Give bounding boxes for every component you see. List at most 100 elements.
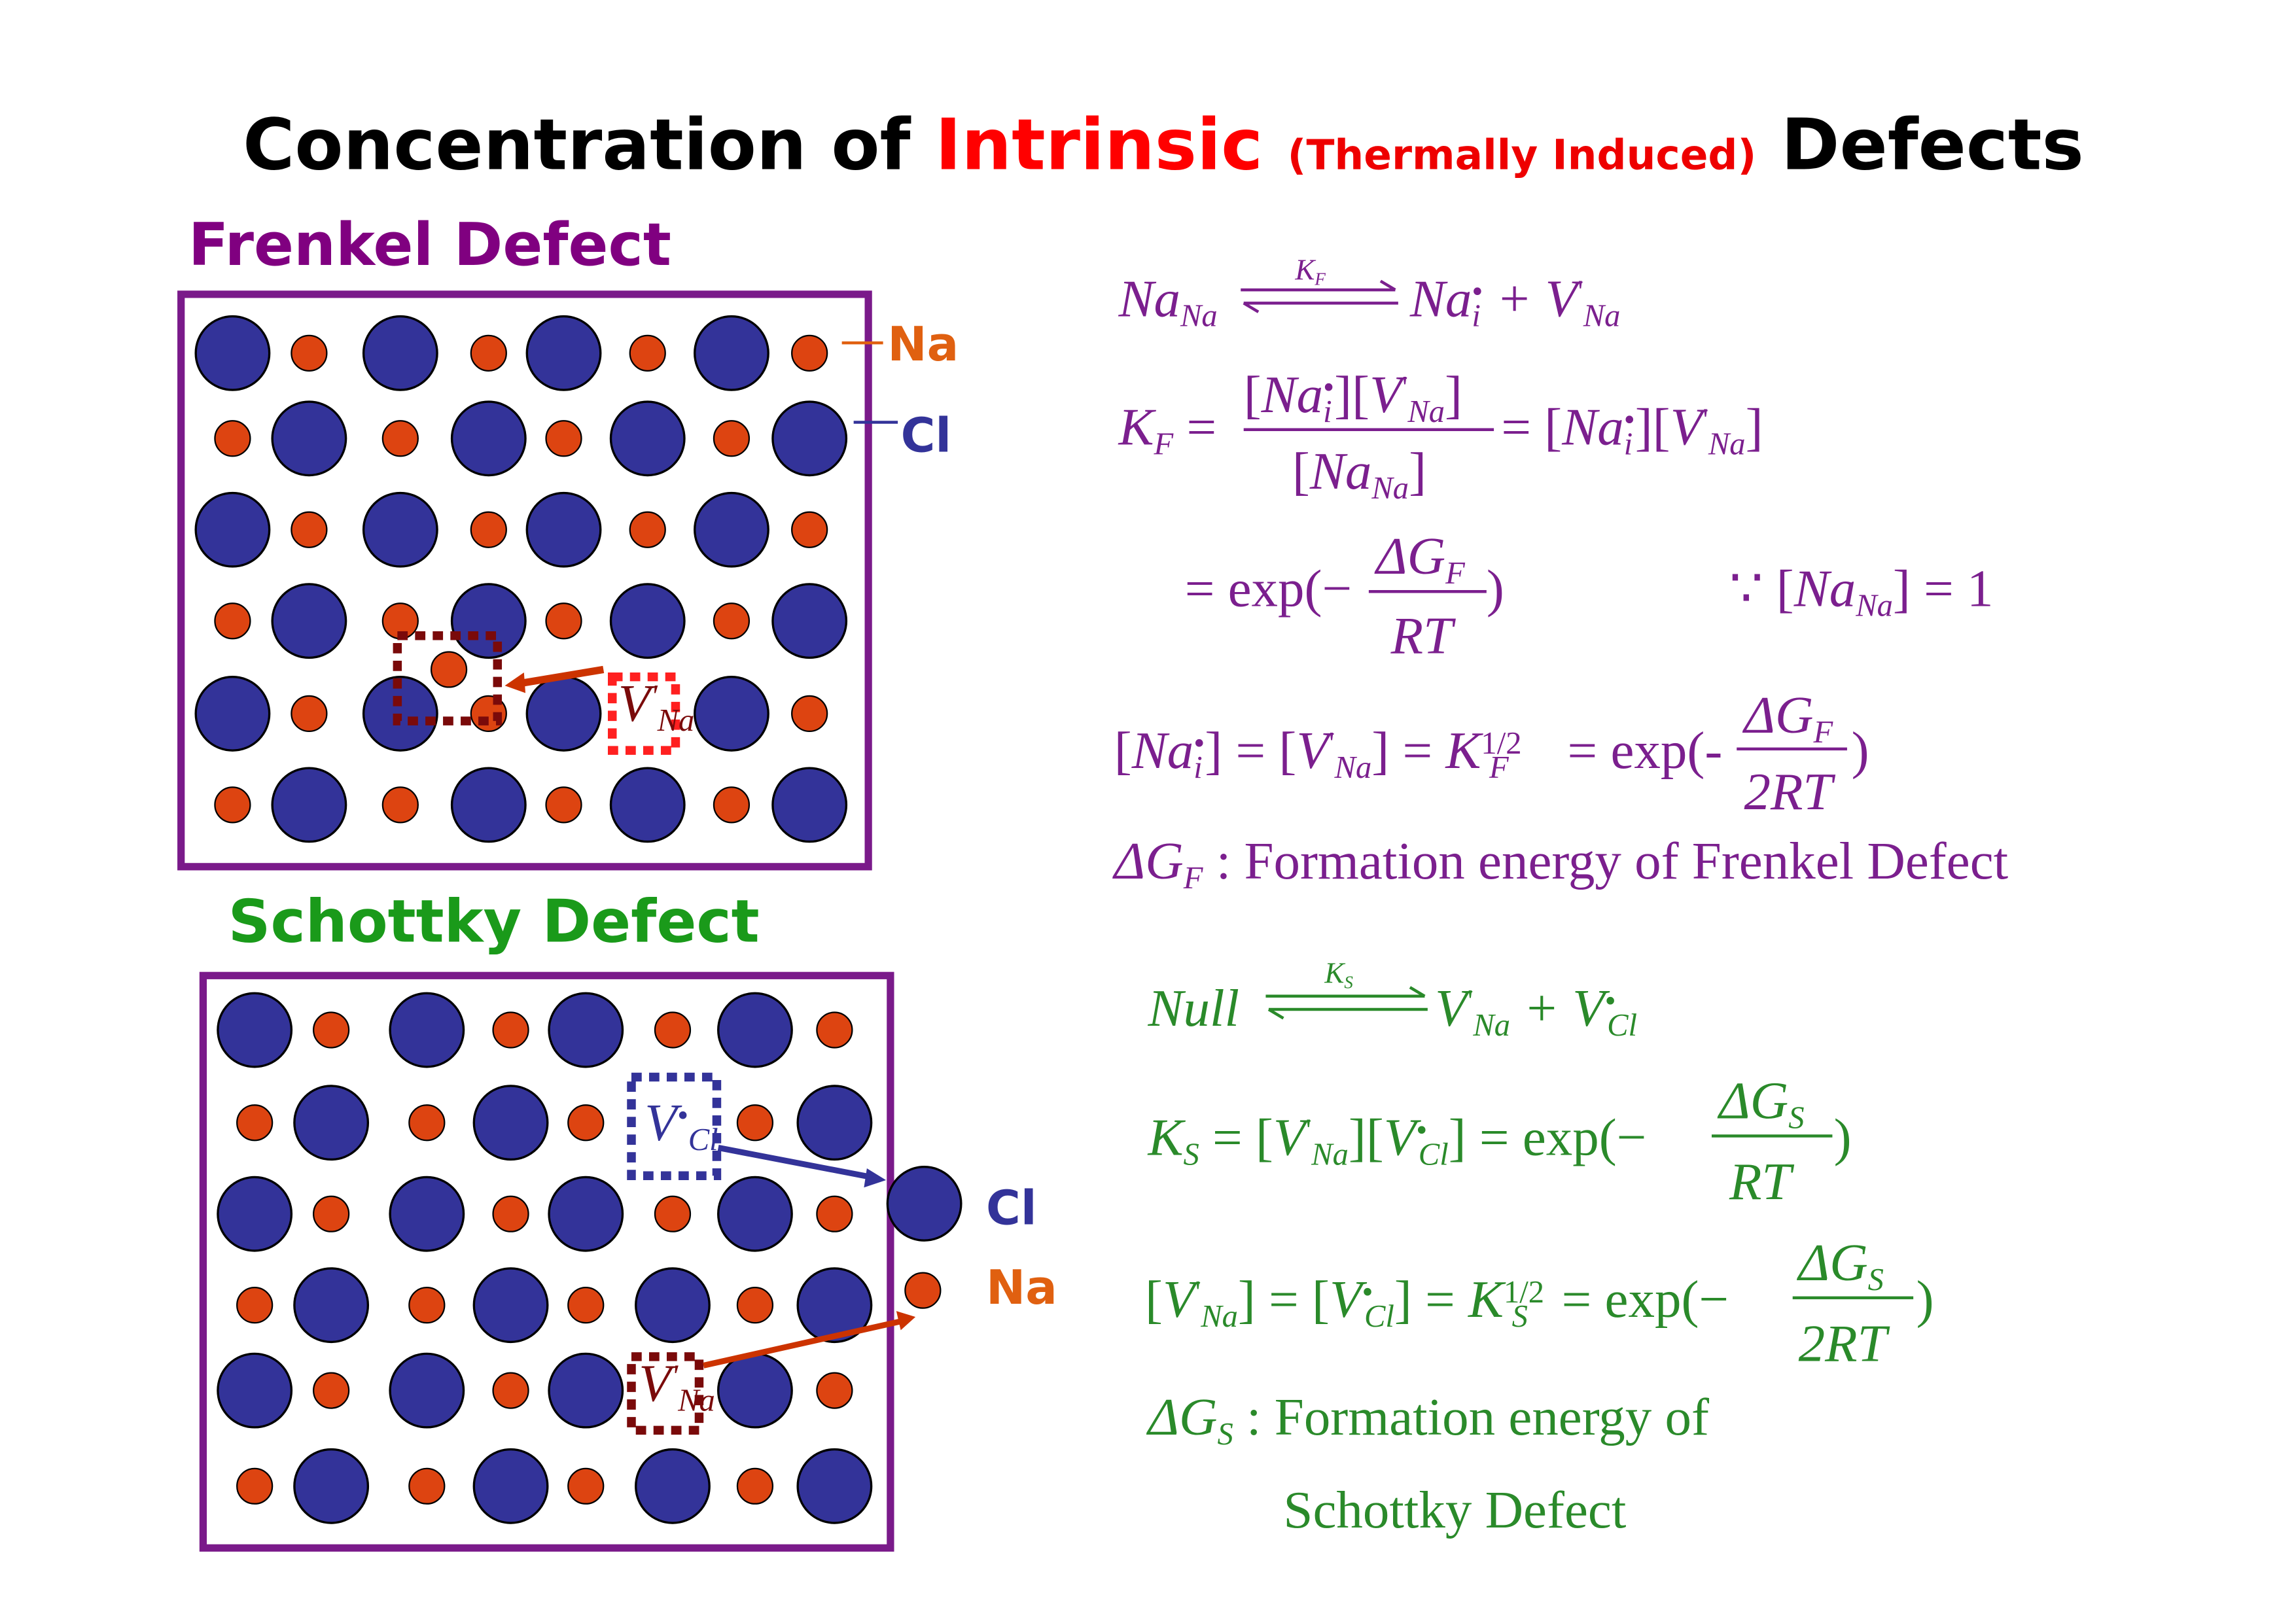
numerator: ΔGF [1742,686,1833,750]
cl-ion [717,1352,793,1429]
na-ion [470,334,507,372]
cl-ion [635,1448,711,1524]
sup: ' [1468,983,1474,1019]
na-ion [430,651,468,688]
na-ion [654,1011,692,1049]
term: Na [1131,721,1194,780]
cl-ion [796,1085,873,1161]
arrow [717,1145,872,1180]
na-ion [313,1011,350,1049]
sup: • [1362,1274,1373,1310]
cl-ion [694,315,769,391]
equation: V'Na + V• Cl [1435,979,1637,1043]
equation: Nai• + V'Na [1409,270,1621,334]
title-note: (Thermally Induced) [1288,131,1757,179]
cl-ion [389,992,465,1068]
sub: Na [1708,426,1746,461]
op: = [ [1501,397,1562,456]
cl-ion [362,491,438,568]
op: = [1186,397,1216,456]
cl-ion [717,992,793,1068]
term: Na [1409,270,1472,328]
term: ΔG [1374,527,1445,585]
site: Na [657,703,695,738]
na-ion [214,786,251,824]
term: Na [1561,397,1624,456]
frenkel-box [177,290,872,871]
op: ) [1852,721,1869,780]
vacancy-label: V'Na [618,674,695,738]
cl-ion [609,583,686,659]
cl-ion [886,1166,963,1242]
equation: KS = [V'Na][V• Cl] = exp(− [1148,1108,1647,1172]
definition-continued: Schottky Defect [1283,1480,1626,1539]
sub: Cl [1607,1007,1637,1042]
na-ion [408,1104,446,1142]
cl-ion [217,992,293,1068]
term: K [1445,721,1483,780]
na-ion [791,695,828,733]
schottky-heading: Schottky Defect [228,888,760,956]
cl-ion [796,1448,873,1524]
sup: • [1472,274,1483,309]
na-ion [236,1287,274,1324]
op: [ [1114,721,1132,780]
cl-ion [271,400,347,477]
term: + V [1523,979,1610,1038]
sub: Na [1311,1136,1349,1172]
cl-ion [389,1352,465,1429]
na-ion [567,1467,605,1505]
term: ΔG [1717,1071,1788,1130]
op: [ [1244,365,1262,424]
term: Null [1148,979,1239,1038]
cl-ion [362,315,438,391]
term: K [1148,1108,1186,1167]
vacancy-label: V'Na [639,1353,715,1418]
cl-ion [450,583,527,659]
sub: Na [1371,470,1409,505]
arrowhead [1243,302,1260,313]
arrowhead [1267,1008,1284,1020]
site: Cl [688,1122,718,1157]
sub: Cl [1364,1299,1394,1334]
na-ion [291,511,328,548]
sub: F [1183,860,1204,896]
sub: S [1184,1136,1199,1172]
arrowhead [504,672,526,693]
vacancy-box [627,1072,722,1180]
cl-ion [717,1176,793,1252]
cl-ion [293,1267,370,1344]
na-ion [629,334,666,372]
definition: ΔGF : Formation energy of Frenkel Defect [1112,831,2009,896]
cl-ion [271,767,347,843]
term: V [1273,1108,1311,1167]
na-ion [545,602,582,640]
schottky-equations: Null KS V'Na + V• Cl KS = [V'Na][V• Cl] = … [1145,957,1934,1539]
op: = [ [1212,1108,1273,1167]
sub: Na [1855,587,1893,623]
cl-label: Cl [986,1180,1036,1235]
sub: Cl [1419,1136,1449,1172]
sub: F [1314,269,1326,288]
term: + V [1496,270,1583,328]
op: = exp(− [1562,1270,1729,1329]
sup: • [1416,1113,1427,1148]
na-ion [214,602,251,640]
na-ion [291,695,328,733]
term: V [1163,1270,1201,1329]
na-label: Na [887,317,959,372]
cl-ion [194,676,271,752]
cl-ion [771,583,848,659]
title-text: Concentration of [243,105,911,186]
equation: [V'Na] = [V• Cl] = K1/2 S = exp(− [1145,1270,1729,1334]
sup: • [1193,725,1205,761]
cl-ion [694,676,769,752]
arrowhead [864,1168,887,1188]
na-ion [408,1287,446,1324]
sub: Na [1407,393,1445,428]
na-ion [713,786,751,824]
op: ] = [1371,721,1445,780]
cl-ion [548,1352,624,1429]
arrowhead [1379,279,1396,292]
sup: ' [1329,725,1335,761]
